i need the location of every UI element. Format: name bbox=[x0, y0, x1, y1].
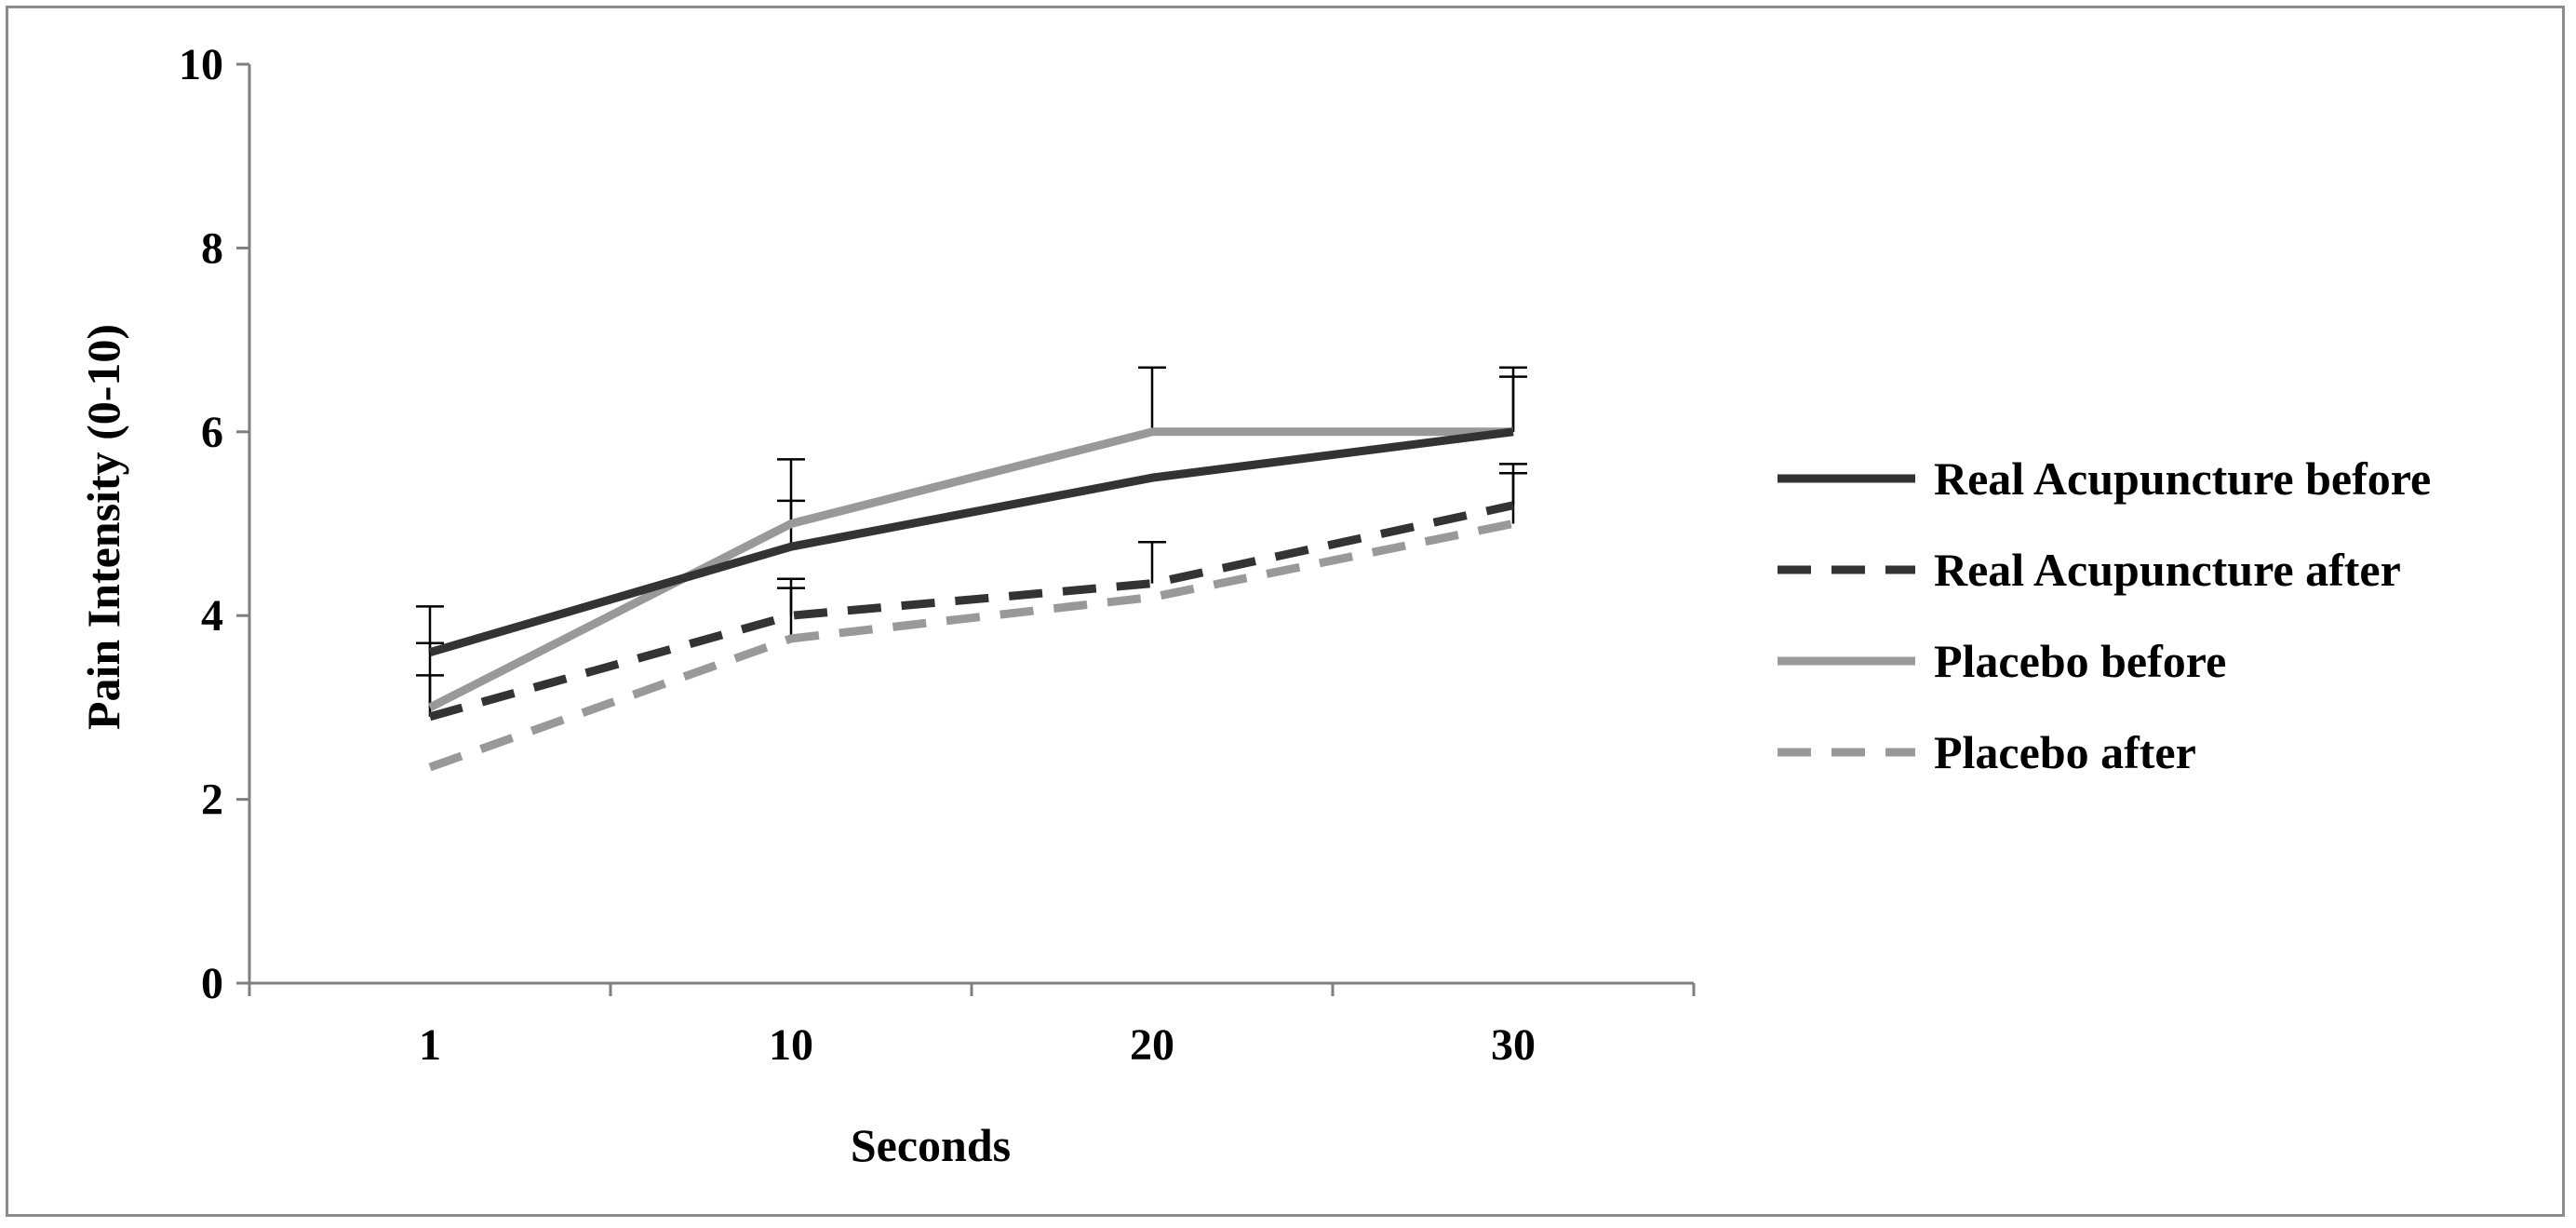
x-tick-label: 10 bbox=[769, 1020, 813, 1070]
chart-axes bbox=[236, 62, 1696, 996]
y-tick-label: 2 bbox=[201, 776, 223, 825]
y-tick-label: 6 bbox=[201, 408, 223, 457]
x-tick-label: 1 bbox=[419, 1020, 441, 1070]
y-tick-label: 8 bbox=[201, 223, 223, 273]
chart-frame bbox=[6, 6, 2565, 1217]
x-axis-title: Seconds bbox=[851, 1119, 1011, 1171]
legend-label: Placebo after bbox=[1934, 726, 2196, 778]
x-tick-label: 30 bbox=[1491, 1020, 1536, 1070]
tick-labels: 0 2 4 6 8 10 1 10 20 30 bbox=[179, 40, 1536, 1070]
y-tick-label: 0 bbox=[201, 959, 223, 1008]
series-line bbox=[428, 520, 1514, 772]
legend-label: Real Acupuncture before bbox=[1934, 452, 2431, 505]
error-bars bbox=[416, 366, 1527, 717]
y-tick-label: 10 bbox=[179, 40, 223, 89]
series-line bbox=[428, 501, 1514, 722]
legend: Real Acupuncture before Real Acupuncture … bbox=[1778, 452, 2431, 778]
legend-label: Real Acupuncture after bbox=[1934, 544, 2401, 596]
series-line bbox=[428, 427, 1514, 656]
legend-label: Placebo before bbox=[1934, 635, 2226, 687]
series-line bbox=[427, 427, 1513, 711]
y-axis-title: Pain Intensity (0-10) bbox=[77, 324, 129, 730]
series-lines bbox=[427, 427, 1514, 772]
y-tick-label: 4 bbox=[201, 591, 223, 641]
x-tick-label: 20 bbox=[1130, 1020, 1174, 1070]
